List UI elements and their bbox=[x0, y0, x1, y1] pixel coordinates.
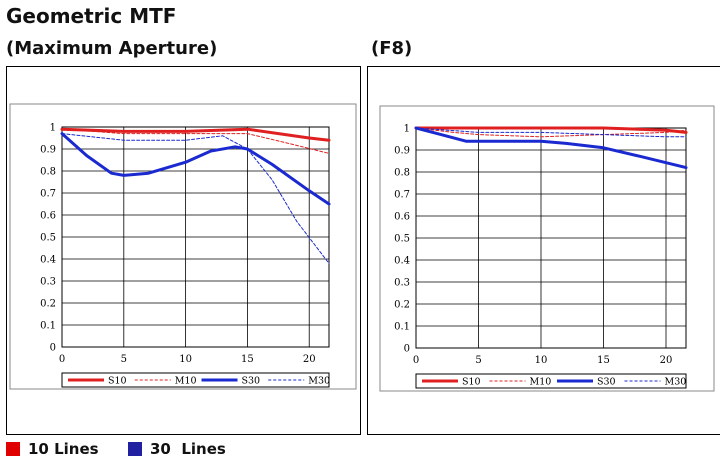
y-tick-label: 0.3 bbox=[40, 277, 56, 288]
series-line-m30 bbox=[415, 127, 687, 138]
x-tick-label: 10 bbox=[535, 355, 548, 366]
legend-label-s30: S30 bbox=[597, 377, 616, 388]
x-tick-label: 20 bbox=[303, 354, 316, 365]
legend-label-m30: M30 bbox=[665, 377, 687, 388]
y-tick-label: 0.8 bbox=[394, 168, 410, 179]
series-line-s10 bbox=[60, 127, 331, 142]
series-line-s30 bbox=[414, 126, 688, 170]
legend-label-m30: M30 bbox=[308, 376, 330, 387]
legend-label-s10: S10 bbox=[108, 376, 127, 387]
legend-label-s30: S30 bbox=[242, 376, 261, 387]
series-line-s10 bbox=[414, 126, 688, 134]
legend-label-m10: M10 bbox=[530, 377, 552, 388]
legend-label-30-lines: 30 Lines bbox=[150, 440, 226, 458]
y-tick-label: 0.2 bbox=[40, 299, 56, 310]
chart-title-max-aperture: (Maximum Aperture) bbox=[6, 38, 218, 59]
legend-swatch-30-lines bbox=[128, 442, 142, 456]
legend-10-lines: 10 Lines bbox=[6, 440, 99, 458]
legend-swatch-10-lines bbox=[6, 442, 20, 456]
legend-30-lines: 30 Lines bbox=[128, 440, 226, 458]
plot-border bbox=[61, 126, 330, 348]
series-line-m30 bbox=[61, 133, 330, 264]
y-tick-label: 0 bbox=[50, 343, 56, 354]
page-title: Geometric MTF bbox=[6, 4, 177, 28]
x-tick-label: 0 bbox=[59, 354, 65, 365]
legend-label-m10: M10 bbox=[175, 376, 197, 387]
y-tick-label: 0.4 bbox=[394, 256, 410, 267]
chart-panel-max-aperture: 0 0.1 0.2 0.3 0.4 0.5 0.6 0.7 0.8 0.9 1 0 5 10 15 20 S10… bbox=[6, 66, 361, 435]
y-tick-label: 1 bbox=[404, 124, 410, 135]
y-tick-label: 0.1 bbox=[40, 321, 56, 332]
y-tick-label: 1 bbox=[50, 123, 56, 134]
y-tick-label: 0.9 bbox=[40, 145, 56, 156]
y-tick-label: 0.6 bbox=[40, 211, 56, 222]
legend-label-10-lines: 10 Lines bbox=[28, 440, 99, 458]
y-tick-label: 0.7 bbox=[394, 190, 410, 201]
x-tick-label: 5 bbox=[121, 354, 127, 365]
y-tick-label: 0.5 bbox=[40, 233, 56, 244]
y-tick-label: 0.7 bbox=[40, 189, 56, 200]
chart-title-f8: (F8) bbox=[371, 38, 413, 59]
series-line-s30 bbox=[60, 132, 331, 206]
chart-panel-f8: 0 0.1 0.2 0.3 0.4 0.5 0.6 0.7 0.8 0.9 1 0 5 10 15 20 S10… bbox=[367, 66, 720, 435]
y-tick-label: 0.9 bbox=[394, 146, 410, 157]
y-tick-label: 0.3 bbox=[394, 278, 410, 289]
chart-legend bbox=[61, 372, 330, 388]
series-line-m10 bbox=[415, 127, 687, 138]
y-tick-label: 0.5 bbox=[394, 234, 410, 245]
y-tick-label: 0.2 bbox=[394, 300, 410, 311]
legend-label-s10: S10 bbox=[462, 377, 481, 388]
series-line-m10 bbox=[61, 128, 330, 154]
y-tick-label: 0.1 bbox=[394, 322, 410, 333]
chart-legend bbox=[415, 373, 687, 389]
mtf-chart-f8: 00.10.20.30.40.50.60.70.80.910 5 10 15 20S10… bbox=[379, 105, 715, 392]
x-tick-label: 5 bbox=[475, 355, 481, 366]
chart-frame bbox=[379, 105, 715, 392]
x-tick-label: 15 bbox=[597, 355, 610, 366]
x-tick-label: 0 bbox=[413, 355, 419, 366]
mtf-chart-max-aperture: 00.10.20.30.40.50.60.70.80.910 5 10 15 20S10… bbox=[9, 103, 357, 390]
y-tick-label: 0.6 bbox=[394, 212, 410, 223]
y-tick-label: 0.8 bbox=[40, 167, 56, 178]
x-tick-label: 10 bbox=[179, 354, 192, 365]
chart-frame bbox=[9, 103, 357, 390]
x-tick-label: 20 bbox=[660, 355, 673, 366]
x-tick-label: 15 bbox=[241, 354, 254, 365]
y-tick-label: 0 bbox=[404, 344, 410, 355]
y-tick-label: 0.4 bbox=[40, 255, 56, 266]
